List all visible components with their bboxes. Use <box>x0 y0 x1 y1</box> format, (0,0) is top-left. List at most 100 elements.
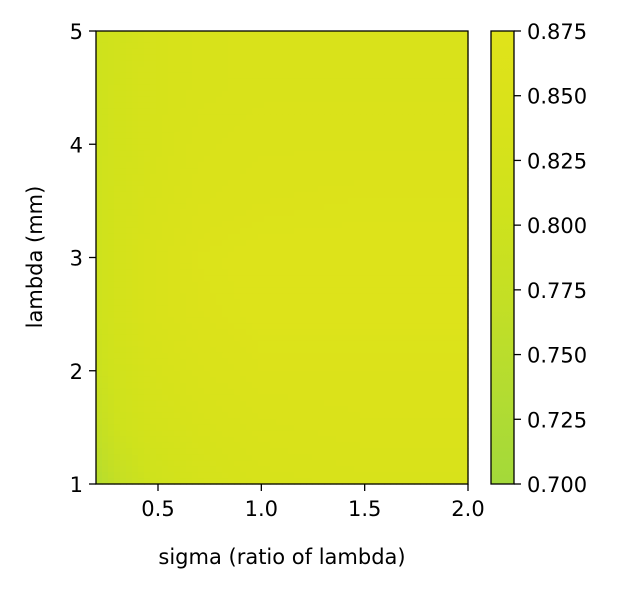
contour-cell <box>330 31 337 38</box>
contour-cell <box>390 78 397 86</box>
contour-cell <box>450 442 457 449</box>
contour-cell <box>234 180 241 187</box>
contour-cell <box>456 275 463 282</box>
contour-cell <box>408 358 415 366</box>
contour-cell <box>414 376 421 384</box>
contour-cell <box>210 352 217 360</box>
contour-cell <box>402 197 409 205</box>
contour-cell <box>402 472 409 479</box>
contour-cell <box>300 221 307 229</box>
contour-cell <box>420 293 427 300</box>
contour-cell <box>294 442 301 449</box>
contour-cell <box>240 376 247 384</box>
contour-cell <box>264 90 271 98</box>
contour-cell <box>180 412 187 420</box>
contour-cell <box>174 358 181 366</box>
contour-cell <box>240 185 247 193</box>
contour-cell <box>438 251 445 259</box>
contour-cell <box>126 275 133 282</box>
contour-cell <box>396 358 403 366</box>
contour-cell <box>180 382 187 390</box>
contour-cell <box>342 174 349 181</box>
contour-cell <box>300 168 307 175</box>
contour-cell <box>210 364 217 372</box>
contour-cell <box>372 478 379 485</box>
contour-cell <box>366 472 373 479</box>
contour-cell <box>168 394 175 402</box>
contour-cell <box>240 424 247 431</box>
contour-cell <box>144 412 151 420</box>
contour-cell <box>348 269 355 276</box>
contour-cell <box>96 370 103 378</box>
contour-cell <box>240 150 247 157</box>
contour-cell <box>222 245 229 253</box>
contour-cell <box>138 180 145 187</box>
contour-cell <box>420 305 427 312</box>
contour-cell <box>138 311 145 318</box>
contour-cell <box>306 364 313 372</box>
contour-cell <box>270 442 277 449</box>
contour-cell <box>186 156 193 163</box>
contour-cell <box>198 442 205 449</box>
contour-cell <box>288 156 295 163</box>
contour-cell <box>132 203 139 211</box>
contour-cell <box>432 66 439 74</box>
contour-cell <box>102 245 109 253</box>
contour-cell <box>372 257 379 265</box>
contour-cell <box>378 144 385 151</box>
contour-cell <box>174 180 181 187</box>
contour-cell <box>156 180 163 187</box>
contour-cell <box>342 185 349 193</box>
contour-cell <box>330 203 337 211</box>
contour-cell <box>396 275 403 282</box>
contour-cell <box>120 442 127 449</box>
contour-cell <box>276 358 283 366</box>
contour-cell <box>396 239 403 247</box>
contour-cell <box>150 78 157 86</box>
contour-cell <box>420 388 427 396</box>
contour-cell <box>396 311 403 318</box>
contour-cell <box>246 251 253 259</box>
contour-cell <box>180 442 187 449</box>
contour-cell <box>258 394 265 402</box>
contour-cell <box>378 239 385 247</box>
contour-cell <box>126 144 133 151</box>
contour-cell <box>300 388 307 396</box>
contour-cell <box>96 346 103 354</box>
contour-cell <box>240 472 247 479</box>
contour-cell <box>228 466 235 473</box>
contour-cell <box>444 144 451 151</box>
contour-cell <box>438 317 445 324</box>
contour-cell <box>120 233 127 241</box>
contour-cell <box>150 299 157 306</box>
contour-cell <box>270 60 277 68</box>
contour-cell <box>276 197 283 205</box>
contour-cell <box>276 430 283 437</box>
contour-cell <box>216 287 223 294</box>
contour-cell <box>432 418 439 425</box>
contour-cell <box>324 430 331 437</box>
contour-cell <box>312 48 319 56</box>
contour-cell <box>234 251 241 259</box>
contour-cell <box>162 66 169 74</box>
contour-cell <box>102 191 109 199</box>
contour-cell <box>348 293 355 300</box>
contour-cell <box>114 400 121 408</box>
contour-cell <box>438 227 445 235</box>
contour-cell <box>168 66 175 74</box>
contour-cell <box>108 418 115 425</box>
contour-cell <box>438 96 445 104</box>
contour-cell <box>132 466 139 473</box>
contour-cell <box>456 340 463 348</box>
contour-cell <box>408 120 415 127</box>
contour-cell <box>222 394 229 402</box>
contour-cell <box>408 478 415 485</box>
contour-cell <box>306 370 313 378</box>
contour-cell <box>396 466 403 473</box>
contour-cell <box>348 472 355 479</box>
contour-cell <box>198 168 205 175</box>
contour-cell <box>258 317 265 324</box>
contour-cell <box>192 215 199 223</box>
contour-cell <box>258 442 265 449</box>
